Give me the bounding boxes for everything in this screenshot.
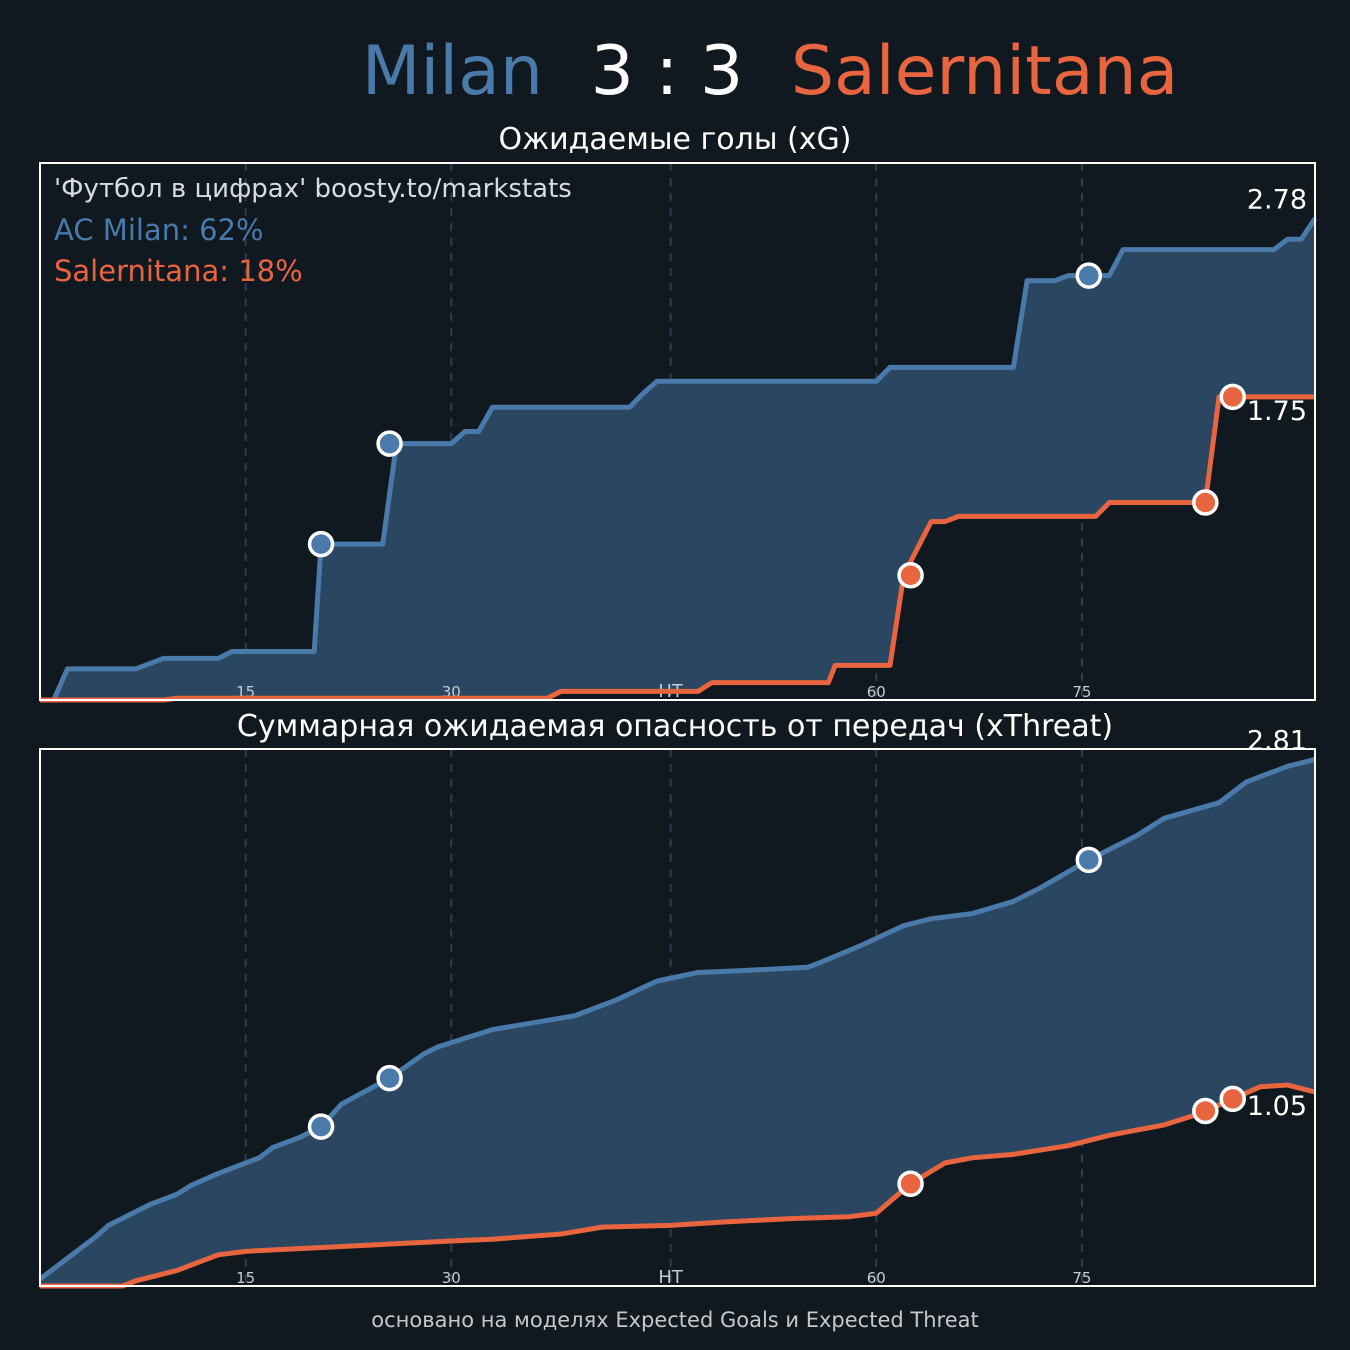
xthreat-away-end-label: 1.05	[1247, 1091, 1307, 1122]
xthreat-tick-label-3: 60	[867, 1269, 886, 1287]
home-team-name: Milan	[361, 32, 543, 111]
match-score: 3 : 3	[590, 32, 744, 111]
xthreat-fill-between	[40, 759, 1315, 1286]
xthreat-away-goal-marker-0	[897, 1170, 924, 1198]
xthreat-home-line	[38, 756, 1316, 1282]
xg-home-goal-marker-0	[307, 530, 335, 558]
xg-away-goal-marker-2	[1219, 383, 1246, 411]
xthreat-tick-label-0: 15	[236, 1269, 255, 1287]
xg-home-goal-marker-2	[1075, 262, 1103, 289]
xthreat-home-goal-marker-1	[376, 1064, 403, 1092]
match-header: Milan 3 : 3 Salernitana	[0, 28, 1350, 116]
footnote: основано на моделях Expected Goals и Exp…	[371, 1308, 979, 1332]
xthreat-home-goal-marker-0	[307, 1113, 335, 1140]
xg-tick-label-3: 60	[867, 683, 886, 701]
xg-chart: 15 30 HT 60 752.781.75'Футбол в цифрах' boos…	[39, 162, 1318, 703]
xg-away-goal-marker-1	[1192, 489, 1219, 516]
xg-away-goal-marker-0	[897, 562, 924, 589]
xg-home-line	[40, 217, 1318, 703]
xthreat-tick-label-2: HT	[658, 1267, 684, 1288]
xg-plot-frame	[39, 162, 1316, 701]
xg-home-share-annotation: AC Milan: 62%	[54, 213, 264, 247]
xg-chart-title: Ожидаемые голы (xG)	[498, 122, 852, 157]
xg-away-share-annotation: Salernitana: 18%	[54, 254, 303, 288]
xg-credit-annotation: 'Футбол в цифрах' boosty.to/markstats	[54, 174, 572, 204]
xthreat-home-end-label: 2.81	[1247, 725, 1307, 756]
xthreat-tick-label-4: 75	[1072, 1269, 1091, 1287]
xg-away-line	[40, 394, 1315, 703]
xg-away-end-label: 1.75	[1247, 396, 1307, 427]
xg-home-goal-marker-1	[376, 430, 403, 457]
xthreat-tick-label-1: 30	[442, 1269, 461, 1287]
xthreat-chart: 15 30 HT 60 75 2.81 1.05	[38, 725, 1316, 1289]
xthreat-chart-title: Суммарная ожидаемая опасность от передач…	[236, 709, 1114, 744]
away-team-name: Salernitana	[790, 32, 1179, 111]
xthreat-plot-frame	[39, 748, 1316, 1287]
xg-fill-between	[40, 218, 1315, 700]
xthreat-home-goal-marker-2	[1075, 846, 1103, 874]
xthreat-away-goal-marker-1	[1192, 1097, 1219, 1125]
xg-tick-label-4: 75	[1072, 683, 1091, 701]
xg-home-end-label: 2.78	[1247, 184, 1307, 215]
xthreat-away-goal-marker-2	[1219, 1085, 1246, 1113]
